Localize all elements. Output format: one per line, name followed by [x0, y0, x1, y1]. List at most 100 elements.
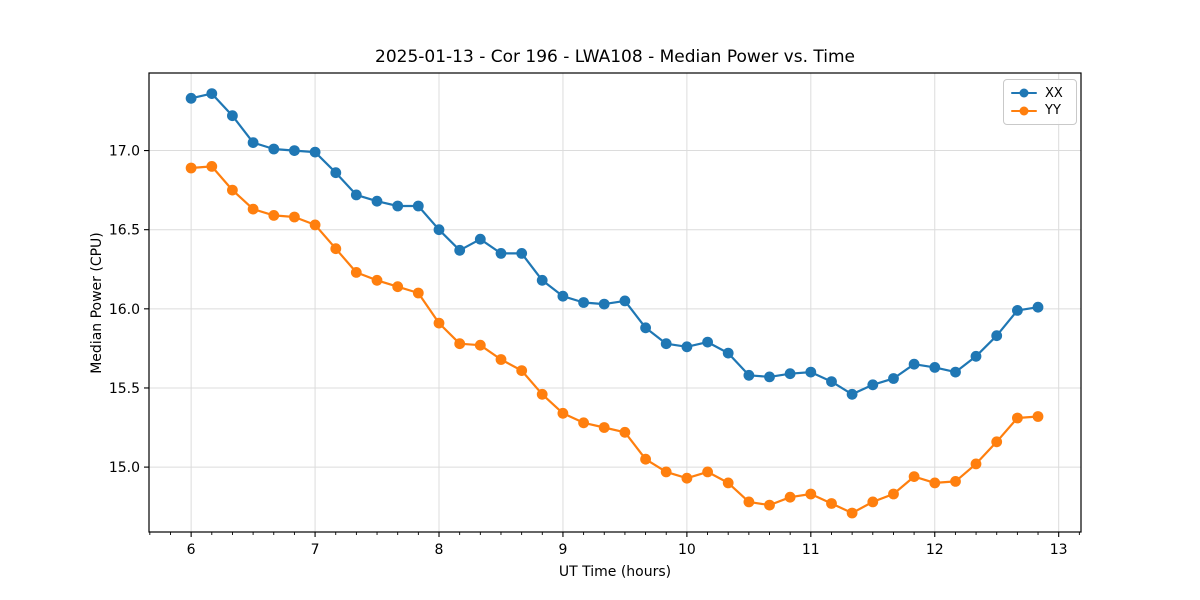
series-yy-marker	[350, 267, 362, 278]
series-xx-marker	[330, 167, 342, 179]
series-yy-marker	[454, 338, 466, 350]
series-yy-marker	[330, 243, 342, 255]
series-xx-marker	[598, 298, 610, 310]
series-xx-marker	[702, 336, 713, 348]
series-xx-marker	[578, 297, 589, 308]
x-axis-tick-label: 7	[311, 542, 320, 558]
x-axis-tick-label: 11	[802, 542, 820, 558]
series-yy-marker	[702, 466, 713, 478]
series-xx-marker	[846, 388, 858, 400]
series-yy-marker	[991, 436, 1003, 448]
legend-label-xx: XX	[1045, 85, 1063, 101]
series-xx-marker	[268, 143, 280, 155]
series-xx-marker	[743, 369, 755, 381]
series-xx-marker	[247, 137, 259, 149]
x-axis-tick-label: 13	[1050, 542, 1068, 558]
series-xx-marker	[929, 362, 941, 373]
legend-item-xx: XX	[1011, 87, 1069, 100]
series-yy-marker	[908, 471, 920, 482]
legend-line-marker-icon	[1011, 88, 1037, 99]
series-xx-marker	[495, 248, 507, 259]
series-xx-marker	[371, 195, 383, 207]
series-yy-marker	[826, 498, 837, 509]
series-yy-marker	[764, 499, 775, 511]
series-yy-marker	[867, 496, 879, 508]
series-yy-marker	[846, 507, 858, 519]
series-xx-line	[190, 92, 1040, 396]
chart-title: 2025-01-13 - Cor 196 - LWA108 - Median P…	[375, 47, 855, 67]
series-xx-marker	[474, 233, 486, 245]
series-xx-marker	[764, 371, 775, 383]
series-yy-marker	[681, 472, 693, 484]
series-yy-marker	[371, 274, 383, 286]
series-yy-marker	[929, 477, 941, 489]
series-yy-line	[190, 165, 1040, 515]
y-axis-label: Median Power (CPU)	[89, 232, 105, 374]
legend-item-yy: YY	[1011, 104, 1069, 117]
series-xx-marker	[536, 274, 548, 286]
series-yy-marker	[784, 491, 796, 503]
y-axis-tick-label: 15.0	[109, 460, 140, 476]
series-yy-marker	[950, 476, 961, 487]
legend: XX YY	[1003, 79, 1077, 125]
series-yy-marker	[392, 281, 404, 293]
series-xx-marker	[350, 189, 362, 201]
series-xx-marker	[412, 200, 424, 212]
series-yy-marker	[722, 477, 734, 489]
series-xx-marker	[619, 295, 631, 307]
y-axis-tick-label: 16.5	[109, 223, 140, 239]
series-xx-marker	[826, 376, 837, 387]
series-yy-marker	[598, 422, 610, 433]
y-axis-tick-label: 17.0	[109, 144, 140, 160]
series-yy-marker	[578, 417, 589, 429]
series-xx-marker	[867, 379, 879, 391]
series-yy-marker	[268, 210, 280, 221]
series-xx-marker	[392, 200, 404, 212]
series-yy-marker	[185, 162, 197, 174]
series-yy-marker	[206, 161, 218, 172]
series-yy-marker	[289, 211, 300, 223]
legend-label-yy: YY	[1045, 103, 1061, 119]
y-axis-tick-label: 15.5	[109, 381, 140, 397]
series-xx-marker	[888, 373, 899, 384]
series-xx-marker	[1012, 305, 1023, 316]
plot-border	[148, 72, 1082, 533]
series-xx-marker	[1032, 301, 1044, 313]
series-yy-marker	[660, 466, 672, 478]
x-axis-tick-label: 12	[926, 542, 944, 558]
series-yy-marker	[474, 339, 486, 351]
series-xx-marker	[722, 347, 734, 359]
series-xx-marker	[991, 330, 1003, 342]
series-xx-marker	[289, 145, 300, 157]
series-yy-marker	[516, 365, 528, 376]
series-xx-marker	[950, 366, 961, 378]
series-xx-marker	[908, 358, 920, 370]
series-yy-marker	[805, 488, 817, 500]
series-yy-marker	[309, 219, 321, 231]
x-axis-tick-label: 9	[558, 542, 567, 558]
series-xx-marker	[454, 244, 466, 256]
series-yy-marker	[888, 488, 899, 500]
series-xx-marker	[805, 366, 817, 378]
series-xx-marker	[516, 248, 528, 259]
x-axis-tick-label: 8	[435, 542, 444, 558]
series-yy-marker	[557, 407, 569, 419]
series-xx-marker	[309, 146, 321, 158]
legend-line-marker-icon	[1011, 105, 1037, 116]
series-yy-marker	[1012, 412, 1023, 424]
series-yy-marker	[247, 203, 259, 215]
series-yy-marker	[640, 453, 651, 465]
legend-dot-icon	[1019, 106, 1029, 116]
series-xx-marker	[433, 224, 445, 236]
series-xx-marker	[557, 290, 569, 302]
x-axis-tick-label: 10	[678, 542, 696, 558]
series-xx-marker	[681, 341, 693, 353]
series-yy-marker	[412, 287, 424, 299]
series-yy-marker	[433, 317, 445, 329]
series-xx-marker	[227, 110, 238, 122]
series-xx-marker	[660, 338, 672, 350]
x-axis-label: UT Time (hours)	[558, 564, 672, 580]
series-xx-marker	[970, 350, 982, 362]
